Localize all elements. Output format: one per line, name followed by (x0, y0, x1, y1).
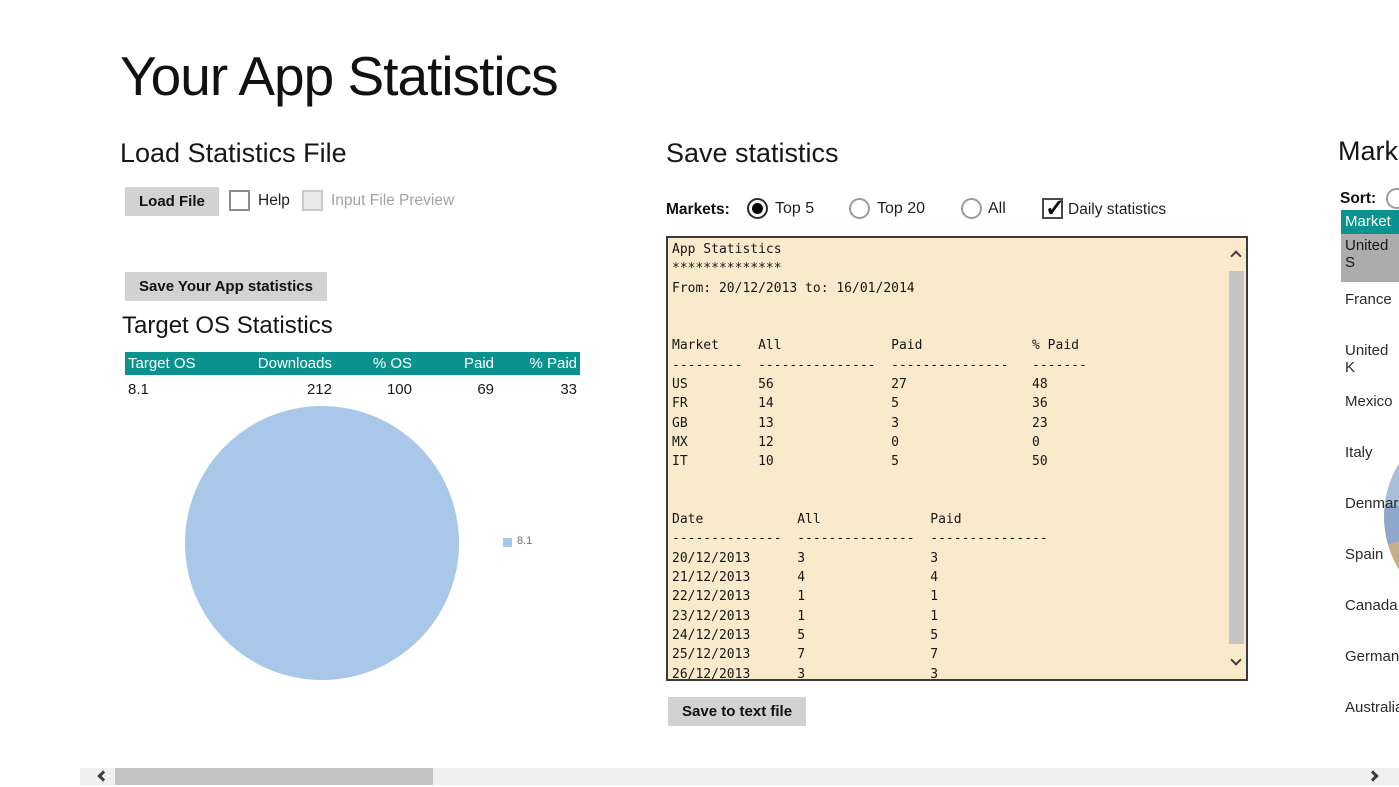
col-downloads: Downloads (257, 355, 332, 372)
radio-all-label: All (988, 200, 1006, 217)
cell-downloads: 212 (306, 380, 332, 398)
sort-radio-partial[interactable] (1386, 188, 1399, 209)
save-to-text-file-button[interactable]: Save to text file (668, 697, 807, 726)
daily-statistics-label: Daily statistics (1068, 201, 1167, 218)
radio-top20-label: Top 20 (877, 200, 926, 217)
load-file-button[interactable]: Load File (125, 187, 219, 216)
market-list-item[interactable]: Italy (1345, 444, 1373, 461)
market-list-selected-label: United S (1345, 237, 1389, 271)
market-list-item[interactable]: Denmar (1345, 495, 1399, 512)
scrollbar-thumb[interactable] (1229, 271, 1244, 644)
radio-top5-dot (752, 203, 763, 214)
radio-top5-label: Top 5 (775, 200, 815, 217)
markets-label: Markets: (666, 201, 730, 218)
scroll-up-button[interactable] (1229, 239, 1244, 271)
checkmark-icon: ✓ (1045, 195, 1066, 222)
market-list-item[interactable]: United K (1345, 342, 1389, 376)
cell-target-os: 8.1 (128, 380, 149, 398)
col-target-os: Target OS (128, 355, 196, 372)
daily-statistics-checkbox[interactable]: ✓ (1042, 195, 1065, 222)
report-vertical-scrollbar[interactable] (1229, 239, 1245, 678)
target-os-table: Target OS Downloads % OS Paid % Paid 8.1… (125, 352, 580, 403)
market-list-item[interactable]: German (1345, 648, 1399, 665)
chevron-up-icon (1230, 250, 1242, 262)
cell-pct-paid: 33 (560, 380, 577, 398)
scroll-down-button[interactable] (1229, 646, 1244, 678)
col-paid: Paid (463, 355, 494, 372)
table-row: 8.1 212 100 69 33 (125, 375, 580, 403)
cell-pct-os: 100 (386, 380, 412, 398)
target-os-heading: Target OS Statistics (122, 312, 333, 339)
save-section-heading: Save statistics (666, 138, 839, 168)
markets-panel-heading: Mark (1338, 136, 1398, 166)
statistics-report-text: App Statistics ************** From: 20/1… (672, 242, 1087, 682)
target-os-table-header: Target OS Downloads % OS Paid % Paid (125, 352, 580, 375)
help-checkbox-label: Help (258, 192, 290, 209)
input-file-preview-label: Input File Preview (331, 192, 455, 209)
radio-all[interactable] (961, 198, 982, 219)
col-pct-os: % OS (372, 355, 412, 372)
col-pct-paid: % Paid (529, 355, 577, 372)
sort-label: Sort: (1340, 190, 1377, 207)
horizontal-scrollbar-thumb[interactable] (115, 768, 433, 785)
pie-legend-label: 8.1 (517, 535, 533, 547)
markets-pie-chart-partial (1383, 415, 1399, 618)
input-file-preview-checkbox (302, 190, 323, 211)
save-your-app-statistics-button[interactable]: Save Your App statistics (125, 272, 327, 301)
market-list-item[interactable]: Spain (1345, 546, 1384, 563)
pie-legend-swatch (503, 538, 512, 547)
cell-paid: 69 (477, 380, 494, 398)
target-os-pie-chart (185, 406, 459, 680)
market-list-selected-row[interactable]: United S (1341, 234, 1399, 282)
chevron-down-icon (1230, 654, 1242, 666)
market-list-item[interactable]: Mexico (1345, 393, 1393, 410)
statistics-report-textarea[interactable]: App Statistics ************** From: 20/1… (666, 236, 1248, 682)
load-section-heading: Load Statistics File (120, 138, 347, 168)
radio-top5[interactable] (747, 198, 768, 219)
radio-top20[interactable] (849, 198, 870, 219)
page-title: Your App Statistics (120, 45, 559, 107)
market-column-header[interactable]: Market (1341, 210, 1399, 234)
market-list-item[interactable]: Canada (1345, 597, 1398, 614)
help-checkbox[interactable] (229, 190, 250, 211)
market-list-item[interactable]: Australia (1345, 699, 1399, 716)
market-list-item[interactable]: France (1345, 291, 1392, 308)
